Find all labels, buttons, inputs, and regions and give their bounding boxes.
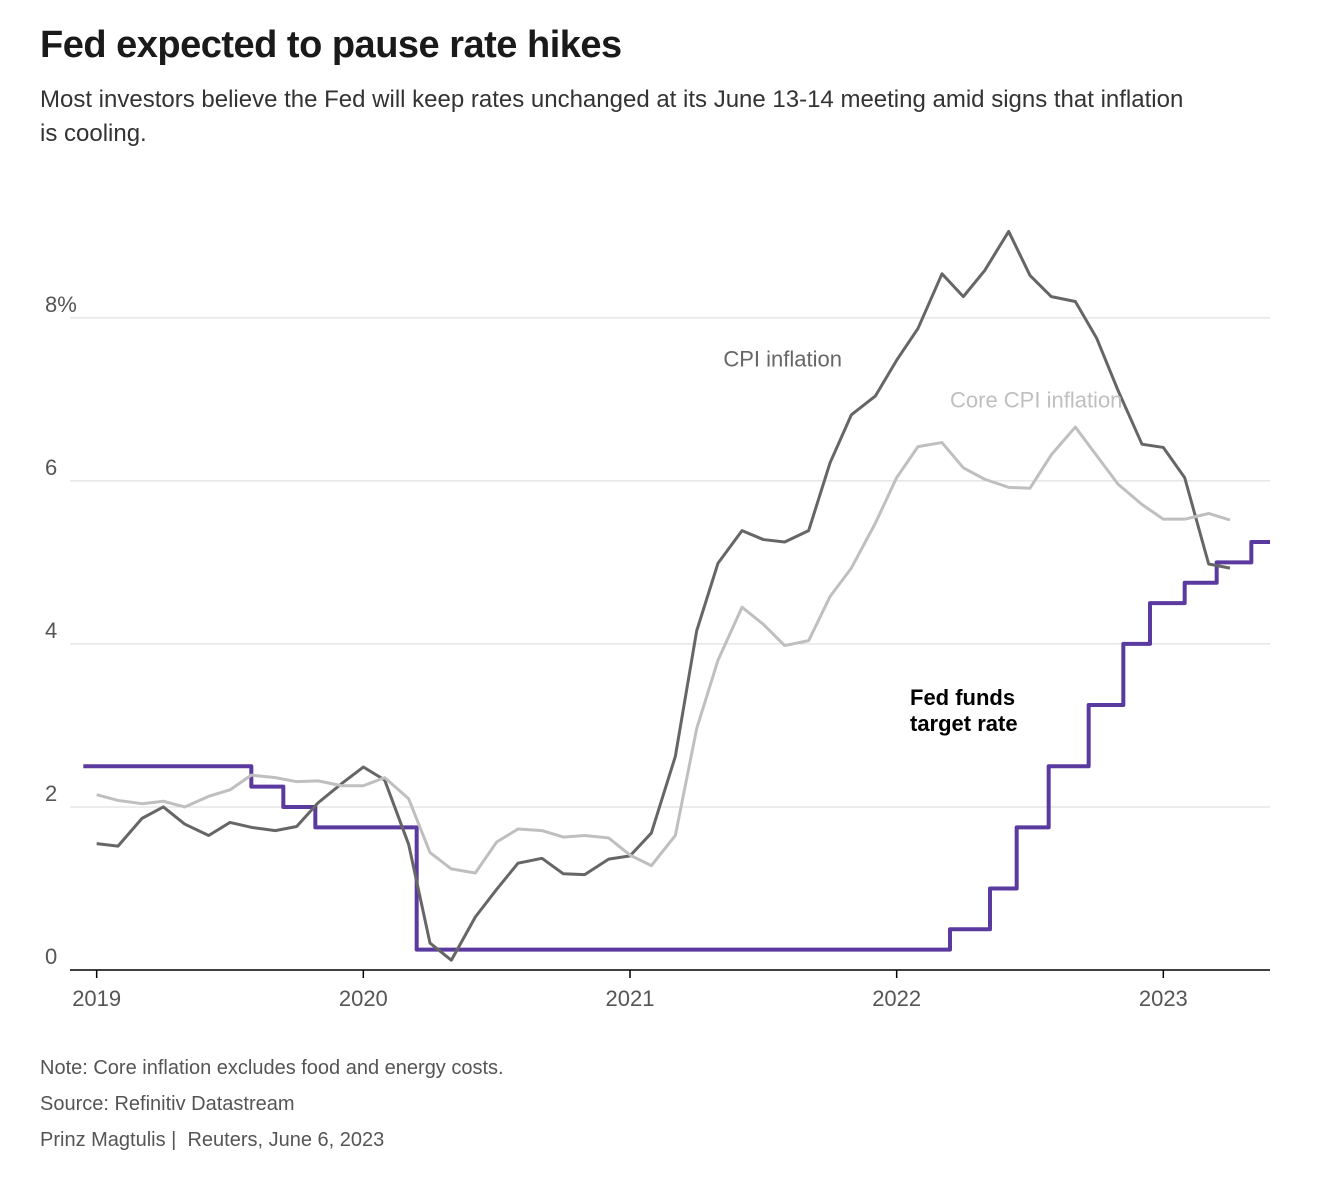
- chart-title: Fed expected to pause rate hikes: [40, 24, 1280, 67]
- svg-text:0: 0: [45, 944, 57, 969]
- chart-byline: Prinz Magtulis | Reuters, June 6, 2023: [40, 1122, 1280, 1158]
- svg-text:8%: 8%: [45, 292, 77, 317]
- svg-text:2021: 2021: [606, 986, 655, 1011]
- svg-text:2023: 2023: [1139, 986, 1188, 1011]
- svg-text:CPI inflation: CPI inflation: [723, 347, 842, 372]
- svg-text:2019: 2019: [72, 986, 121, 1011]
- svg-text:4: 4: [45, 618, 57, 643]
- line-chart-svg: 0 2 4 6 8% 2019 2020 2021 2022 2023 Fed fundstarge…: [40, 180, 1280, 1030]
- chart-source: Source: Refinitiv Datastream: [40, 1086, 1280, 1122]
- chart-subtitle: Most investors believe the Fed will keep…: [40, 83, 1190, 150]
- svg-text:Core CPI inflation: Core CPI inflation: [950, 388, 1122, 413]
- svg-text:2020: 2020: [339, 986, 388, 1011]
- chart-note: Note: Core inflation excludes food and e…: [40, 1050, 1280, 1086]
- svg-text:6: 6: [45, 455, 57, 480]
- chart-footnotes: Note: Core inflation excludes food and e…: [40, 1050, 1280, 1158]
- svg-text:2: 2: [45, 781, 57, 806]
- chart-area: 0 2 4 6 8% 2019 2020 2021 2022 2023 Fed fundstarge…: [40, 180, 1280, 1030]
- svg-text:2022: 2022: [872, 986, 921, 1011]
- svg-text:Fed fundstarget rate: Fed fundstarget rate: [910, 685, 1018, 736]
